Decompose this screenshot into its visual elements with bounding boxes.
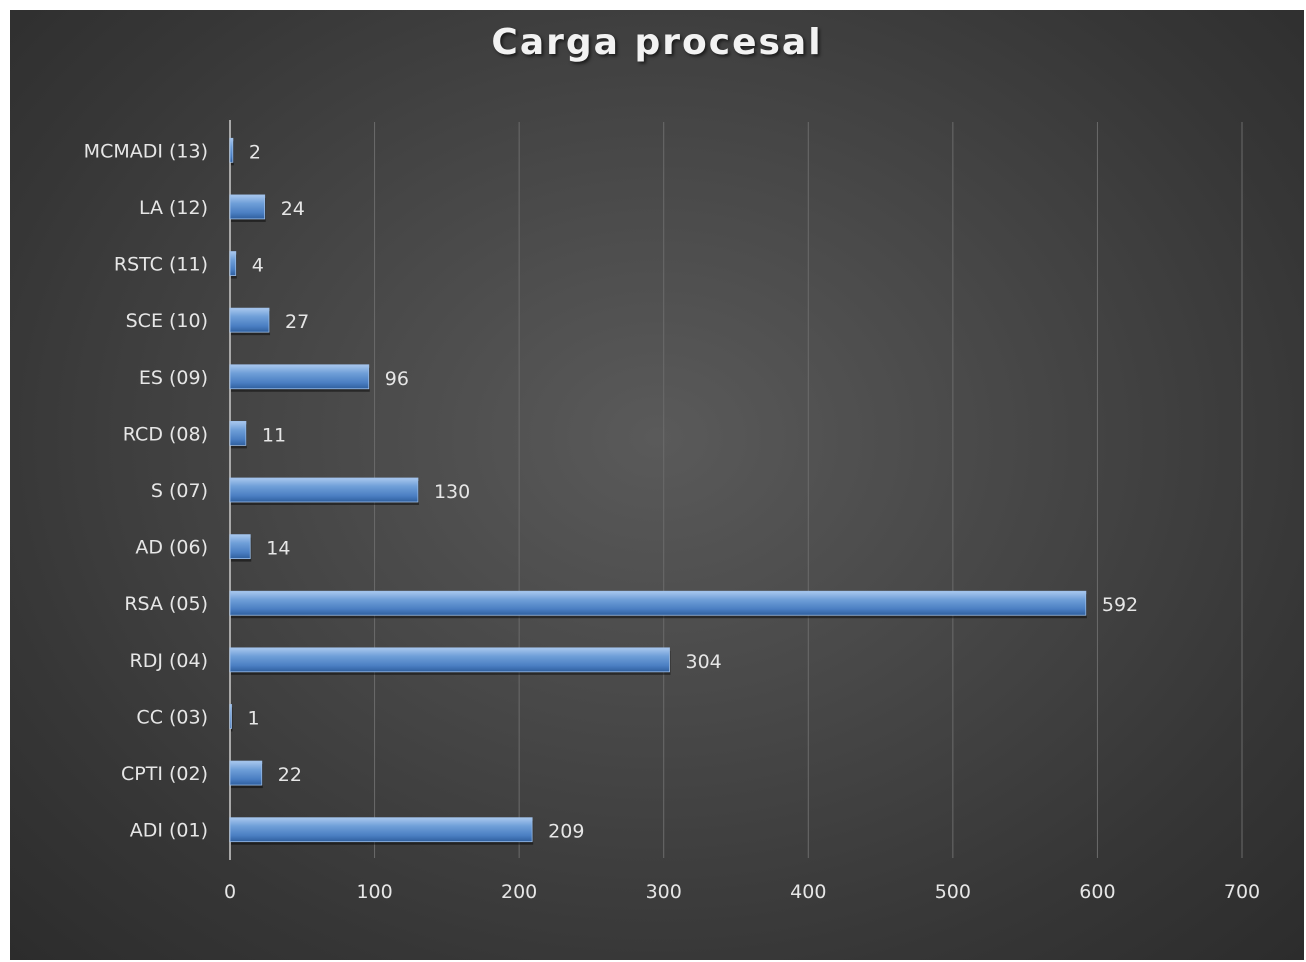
x-tick-label: 500 <box>935 881 971 903</box>
category-label: S (07) <box>151 480 208 502</box>
data-label: 130 <box>434 481 470 503</box>
chart-title: Carga procesal <box>491 22 823 63</box>
gridlines <box>229 120 1243 860</box>
category-label: RDJ (04) <box>130 650 208 672</box>
data-label: 14 <box>266 538 290 560</box>
labels: 0 100 200 300 400 500 600 700 ADI (01) 209 CPTI (0… <box>84 140 1260 903</box>
x-tick-label: 200 <box>501 881 537 903</box>
category-label: LA (12) <box>139 197 208 219</box>
chart-panel: Carga procesal 0 100 200 300 400 500 600 700 ADI… <box>10 10 1304 960</box>
x-tick-label: 400 <box>790 881 826 903</box>
x-tick-label: 600 <box>1079 881 1115 903</box>
bar <box>229 817 533 843</box>
bar <box>229 251 237 276</box>
category-label: CC (03) <box>136 706 208 728</box>
x-tick-label: 0 <box>224 881 236 903</box>
bar <box>229 307 270 333</box>
category-label: RSA (05) <box>124 593 208 615</box>
bar <box>229 760 263 786</box>
category-label: MCMADI (13) <box>84 140 208 162</box>
data-label: 24 <box>281 198 305 220</box>
x-tick-label: 100 <box>356 881 392 903</box>
data-label: 96 <box>385 368 409 390</box>
x-tick-label: 700 <box>1224 881 1260 903</box>
bar <box>229 477 419 503</box>
bar <box>229 704 232 729</box>
bars <box>229 137 1087 845</box>
bar <box>229 647 670 673</box>
bar <box>229 420 247 446</box>
category-label: ES (09) <box>139 367 208 389</box>
category-label: RSTC (11) <box>114 254 208 276</box>
data-label: 304 <box>685 651 721 673</box>
x-tick-label: 300 <box>646 881 682 903</box>
data-label: 1 <box>248 707 260 729</box>
category-label: CPTI (02) <box>121 763 208 785</box>
data-label: 4 <box>252 255 264 277</box>
data-label: 11 <box>262 424 286 446</box>
data-label: 22 <box>278 764 302 786</box>
category-label: SCE (10) <box>126 310 208 332</box>
data-label: 209 <box>548 821 584 843</box>
bar <box>229 194 266 220</box>
category-label: AD (06) <box>135 537 208 559</box>
data-label: 592 <box>1102 594 1138 616</box>
bar <box>229 364 370 390</box>
data-label: 27 <box>285 311 309 333</box>
bar-chart: 0 100 200 300 400 500 600 700 ADI (01) 209 CPTI (0… <box>84 120 1260 903</box>
bar <box>229 137 234 163</box>
bar <box>229 534 251 560</box>
data-label: 2 <box>249 141 261 163</box>
category-label: ADI (01) <box>130 820 208 842</box>
category-label: RCD (08) <box>123 423 208 445</box>
bar <box>229 590 1087 616</box>
